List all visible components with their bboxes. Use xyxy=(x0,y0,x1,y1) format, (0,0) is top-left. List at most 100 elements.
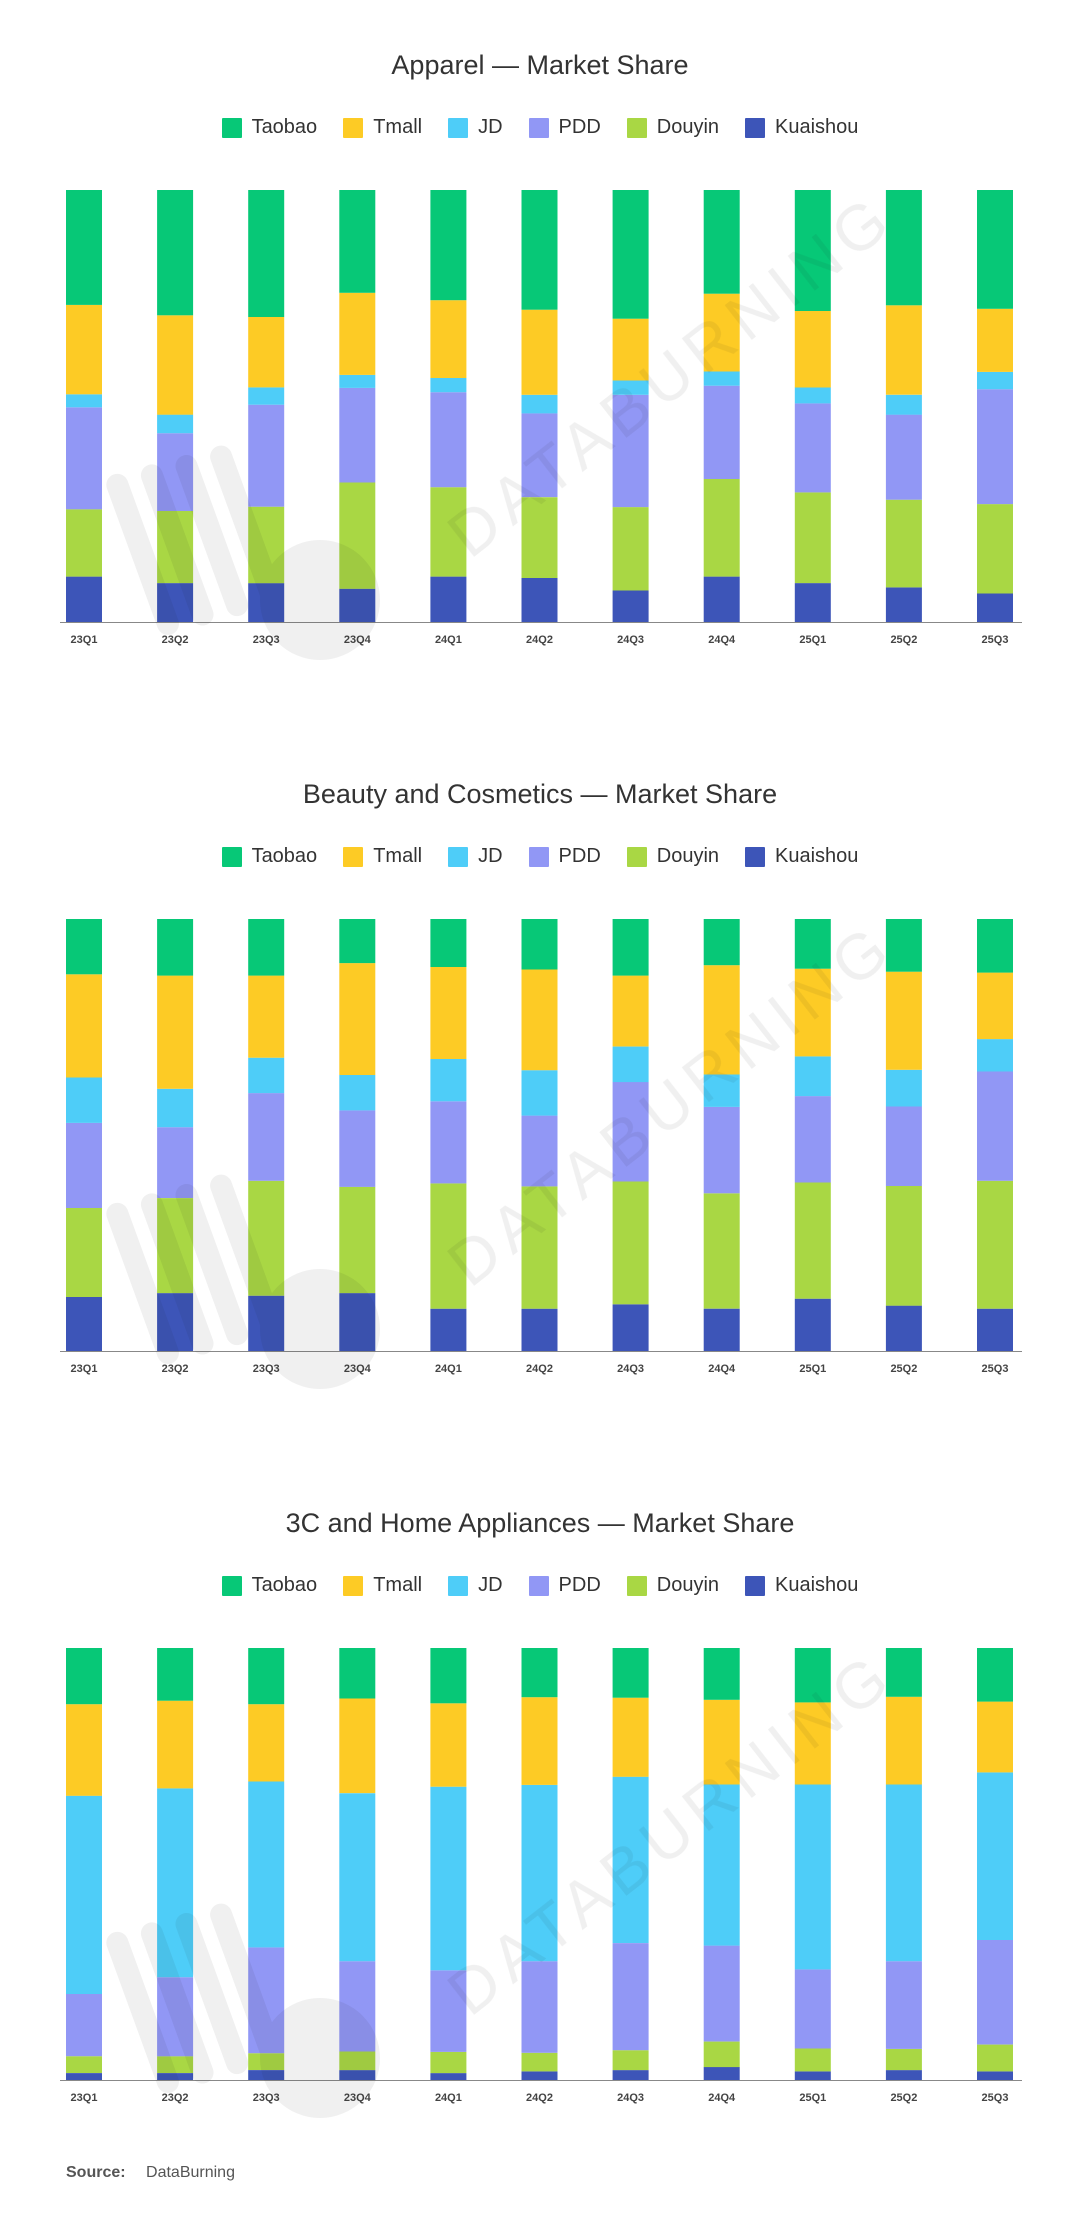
bar-segment-pdd-23q1 xyxy=(66,1994,102,2057)
bar-segment-jd-24q3 xyxy=(612,1776,649,1943)
bar-segment-kuaishou-23q4 xyxy=(339,588,376,622)
bar-segment-kuaishou-24q1 xyxy=(430,1308,467,1351)
legend-label: Douyin xyxy=(656,116,720,138)
bar-segment-taobao-24q2 xyxy=(521,919,558,970)
legend-label: PDD xyxy=(558,116,601,138)
x-tick-label: 23Q3 xyxy=(253,1363,280,1375)
bar-segment-tmall-24q3 xyxy=(612,318,649,381)
bar-segment-pdd-25q2 xyxy=(885,1106,922,1186)
bar-segment-jd-25q1 xyxy=(794,387,831,404)
chart-title: 3C and Home Appliances — Market Share xyxy=(285,1508,795,1538)
bar-segment-taobao-23q3 xyxy=(248,919,285,976)
bar-segment-taobao-23q1 xyxy=(66,190,102,305)
bar-segment-pdd-23q2 xyxy=(157,433,194,511)
bar-segment-taobao-23q3 xyxy=(248,190,285,317)
bar-segment-tmall-23q4 xyxy=(339,1698,376,1794)
legend-item-pdd: PDD xyxy=(528,845,601,868)
bar-segment-pdd-25q2 xyxy=(885,1961,922,2049)
bar-segment-douyin-24q3 xyxy=(612,2050,649,2071)
bar-segment-tmall-24q1 xyxy=(430,300,467,378)
chart-apparel: Apparel — Market Share Taobao Tmall JD PDD D… xyxy=(0,0,1080,700)
bar-segment-kuaishou-25q1 xyxy=(794,583,831,622)
legend-label: JD xyxy=(478,1574,503,1596)
bar-segment-douyin-24q1 xyxy=(430,487,467,577)
legend-label: Taobao xyxy=(251,1574,318,1596)
bar-segment-tmall-25q3 xyxy=(977,308,1013,372)
legend-item-douyin: Douyin xyxy=(626,845,719,868)
bar-segment-kuaishou-23q3 xyxy=(248,1295,285,1351)
legend-swatch xyxy=(448,846,469,867)
bar-segment-douyin-25q3 xyxy=(977,504,1013,594)
chart-3c-home-appliances: 3C and Home Appliances — Market Share Ta… xyxy=(0,1458,1080,2158)
bar-segment-pdd-25q1 xyxy=(794,403,831,493)
bar-segment-pdd-24q2 xyxy=(521,1115,558,1187)
legend-swatch xyxy=(745,1575,766,1596)
bar-segment-taobao-23q2 xyxy=(157,919,194,976)
bar-segment-jd-25q3 xyxy=(977,1039,1013,1072)
chart-title: Beauty and Cosmetics — Market Share xyxy=(302,779,778,809)
legend-item-kuaishou: Kuaishou xyxy=(745,845,858,868)
bar-segment-kuaishou-25q2 xyxy=(885,1305,922,1351)
legend-label: Kuaishou xyxy=(775,845,859,867)
legend-label: Kuaishou xyxy=(775,1574,859,1596)
bar-segment-taobao-23q2 xyxy=(157,190,194,316)
x-tick-label: 25Q1 xyxy=(799,1363,826,1375)
legend-item-pdd: PDD xyxy=(528,116,601,139)
bar-segment-tmall-23q2 xyxy=(157,975,194,1089)
bar-segment-tmall-24q4 xyxy=(703,293,740,372)
bar-segment-kuaishou-23q1 xyxy=(66,1297,102,1351)
bar-segment-douyin-23q4 xyxy=(339,2051,376,2071)
legend-item-douyin: Douyin xyxy=(626,116,720,139)
legend-label: PDD xyxy=(558,845,601,867)
x-tick-label: 25Q1 xyxy=(799,2092,826,2104)
bar-segment-douyin-25q2 xyxy=(885,499,922,588)
x-tick-label: 24Q4 xyxy=(708,634,736,646)
bar-segment-jd-23q1 xyxy=(66,1795,102,1994)
bar-segment-jd-23q4 xyxy=(339,1075,376,1111)
bar-segment-kuaishou-24q4 xyxy=(703,2067,740,2080)
x-tick-label: 24Q3 xyxy=(617,1363,644,1375)
bar-segment-pdd-24q4 xyxy=(703,385,740,479)
legend-swatch xyxy=(343,1575,364,1596)
bar-segment-tmall-23q3 xyxy=(248,975,285,1058)
bar-segment-tmall-24q3 xyxy=(612,975,649,1047)
bar-segment-tmall-25q1 xyxy=(794,311,831,388)
x-tick-label: 25Q1 xyxy=(799,634,826,646)
bar-segment-kuaishou-23q3 xyxy=(248,583,285,622)
bar-segment-pdd-24q3 xyxy=(612,1943,649,2051)
x-tick-label: 24Q1 xyxy=(435,2092,462,2104)
bar-segment-tmall-25q1 xyxy=(794,968,831,1057)
bar-segment-jd-24q1 xyxy=(430,1786,467,1971)
bar-segment-jd-24q3 xyxy=(612,380,649,395)
x-tick-label: 25Q2 xyxy=(890,634,917,646)
bar-segment-kuaishou-24q2 xyxy=(521,1308,558,1351)
bar-segment-tmall-25q1 xyxy=(794,1702,831,1785)
bar-segment-jd-24q3 xyxy=(612,1046,649,1083)
legend-swatch xyxy=(745,846,766,867)
bar-segment-tmall-24q1 xyxy=(430,967,467,1059)
legend-item-kuaishou: Kuaishou xyxy=(745,1574,858,1597)
bar-segment-pdd-24q2 xyxy=(521,413,558,498)
bar-segment-tmall-23q1 xyxy=(66,304,102,395)
x-tick-label: 24Q1 xyxy=(435,634,462,646)
legend-swatch xyxy=(221,117,242,138)
legend-item-douyin: Douyin xyxy=(626,1574,719,1597)
legend-swatch xyxy=(626,117,647,138)
bar-segment-kuaishou-25q2 xyxy=(885,2070,922,2080)
bar-segment-pdd-24q1 xyxy=(430,1101,467,1184)
bar-segment-kuaishou-24q3 xyxy=(612,590,649,622)
bar-segment-pdd-23q1 xyxy=(66,407,102,510)
bar-segment-pdd-25q3 xyxy=(977,389,1013,505)
bar-segment-jd-23q3 xyxy=(248,387,285,405)
bar-segment-jd-23q1 xyxy=(66,1077,102,1123)
bar-segment-jd-24q1 xyxy=(430,377,467,393)
bar-segment-douyin-23q1 xyxy=(66,509,102,577)
x-tick-label: 25Q2 xyxy=(890,2092,917,2104)
bar-segment-pdd-23q4 xyxy=(339,1110,376,1187)
bar-segment-douyin-24q1 xyxy=(430,2051,467,2074)
chart-plot: 23Q1 23Q2 23Q3 23Q4 24Q1 24Q2 24Q3 24Q4 25Q1 25Q2… xyxy=(60,190,1022,646)
source-value: DataBurning xyxy=(146,2164,235,2181)
x-tick-label: 24Q2 xyxy=(526,2092,553,2104)
bar-segment-jd-25q3 xyxy=(977,371,1013,390)
legend-item-taobao: Taobao xyxy=(221,845,317,868)
